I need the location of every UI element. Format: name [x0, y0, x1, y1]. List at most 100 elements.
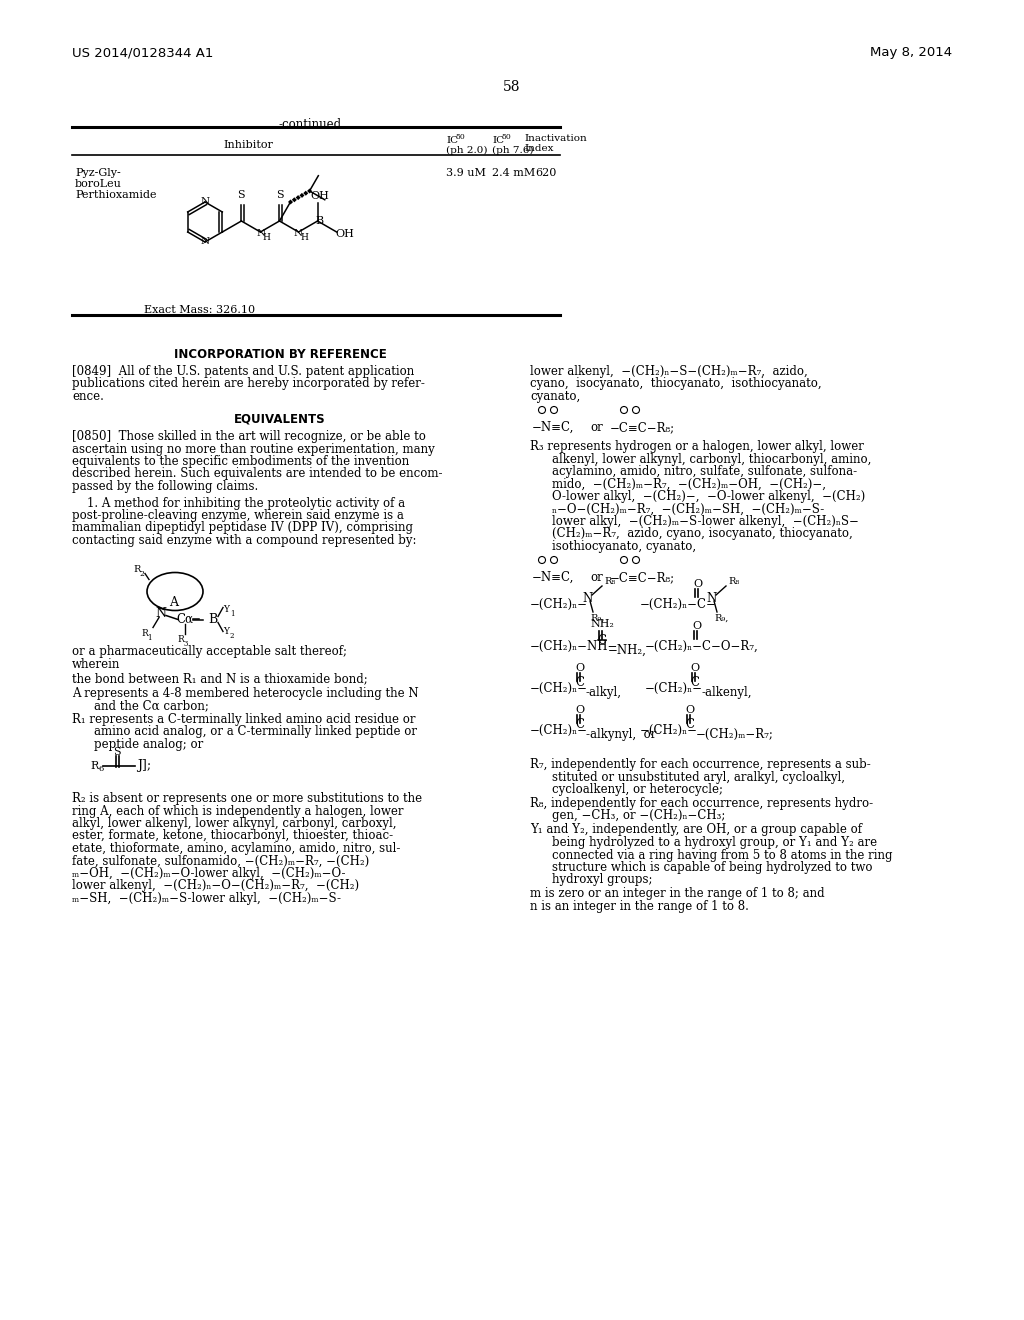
Text: ence.: ence.: [72, 389, 103, 403]
Text: wherein: wherein: [72, 659, 121, 672]
Text: (CH₂)ₘ−R₇,  azido, cyano, isocyanato, thiocyanato,: (CH₂)ₘ−R₇, azido, cyano, isocyanato, thi…: [552, 528, 853, 540]
Text: R: R: [91, 762, 99, 771]
Text: 2: 2: [230, 631, 234, 639]
Text: m is zero or an integer in the range of 1 to 8; and: m is zero or an integer in the range of …: [530, 887, 824, 900]
Text: May 8, 2014: May 8, 2014: [869, 46, 952, 59]
Text: R₃ represents hydrogen or a halogen, lower alkyl, lower: R₃ represents hydrogen or a halogen, low…: [530, 440, 864, 453]
Text: -alkynyl,  or: -alkynyl, or: [586, 729, 656, 741]
Text: fate, sulfonate, sulfonamido, −(CH₂)ₘ−R₇, −(CH₂): fate, sulfonate, sulfonamido, −(CH₂)ₘ−R₇…: [72, 854, 370, 867]
Text: cycloalkenyl, or heterocycle;: cycloalkenyl, or heterocycle;: [552, 783, 723, 796]
Text: ester, formate, ketone, thiocarbonyl, thioester, thioac-: ester, formate, ketone, thiocarbonyl, th…: [72, 829, 393, 842]
Text: [0849]  All of the U.S. patents and U.S. patent application: [0849] All of the U.S. patents and U.S. …: [72, 366, 415, 378]
Text: R₂ is absent or represents one or more substitutions to the: R₂ is absent or represents one or more s…: [72, 792, 422, 805]
Text: hydroxyl groups;: hydroxyl groups;: [552, 874, 652, 887]
Text: S: S: [114, 747, 121, 756]
Text: B: B: [208, 612, 218, 626]
Text: post-proline-cleaving enzyme, wherein said enzyme is a: post-proline-cleaving enzyme, wherein sa…: [72, 510, 403, 521]
Text: Y: Y: [223, 606, 229, 615]
Text: Y₁ and Y₂, independently, are OH, or a group capable of: Y₁ and Y₂, independently, are OH, or a g…: [530, 824, 862, 837]
Text: [0850]  Those skilled in the art will recognize, or be able to: [0850] Those skilled in the art will rec…: [72, 430, 426, 444]
Text: −C≡C−R₈;: −C≡C−R₈;: [610, 421, 675, 434]
Text: 6: 6: [98, 766, 103, 774]
Text: R: R: [133, 565, 140, 574]
Text: IC: IC: [492, 136, 504, 145]
Text: 1. A method for inhibiting the proteolytic activity of a: 1. A method for inhibiting the proteolyt…: [72, 496, 406, 510]
Text: US 2014/0128344 A1: US 2014/0128344 A1: [72, 46, 213, 59]
Text: stituted or unsubstituted aryl, aralkyl, cycloalkyl,: stituted or unsubstituted aryl, aralkyl,…: [552, 771, 845, 784]
Text: C: C: [597, 634, 606, 647]
Text: R: R: [177, 635, 183, 644]
Text: 50: 50: [501, 133, 511, 141]
Text: 2: 2: [139, 569, 144, 578]
Text: ₙ−O−(CH₂)ₘ−R₇,  −(CH₂)ₘ−SH,  −(CH₂)ₘ−S-: ₙ−O−(CH₂)ₘ−R₇, −(CH₂)ₘ−SH, −(CH₂)ₘ−S-: [552, 503, 824, 516]
Text: Exact Mass: 326.10: Exact Mass: 326.10: [144, 305, 256, 315]
Text: acylamino, amido, nitro, sulfate, sulfonate, sulfona-: acylamino, amido, nitro, sulfate, sulfon…: [552, 465, 857, 478]
Text: ascertain using no more than routine experimentation, many: ascertain using no more than routine exp…: [72, 442, 435, 455]
Text: R: R: [141, 630, 147, 639]
Text: −C≡C−R₈;: −C≡C−R₈;: [610, 572, 675, 583]
Text: Cα: Cα: [176, 612, 194, 626]
Text: N: N: [156, 607, 167, 620]
Text: amino acid analog, or a C-terminally linked peptide or: amino acid analog, or a C-terminally lin…: [94, 726, 417, 738]
Text: alkenyl, lower alkynyl, carbonyl, thiocarbonyl, amino,: alkenyl, lower alkynyl, carbonyl, thioca…: [552, 453, 871, 466]
Text: and the Cα carbon;: and the Cα carbon;: [94, 700, 209, 711]
Text: cyanato,: cyanato,: [530, 389, 581, 403]
Text: etate, thioformate, amino, acylamino, amido, nitro, sul-: etate, thioformate, amino, acylamino, am…: [72, 842, 400, 855]
Text: ₘ−SH,  −(CH₂)ₘ−S-lower alkyl,  −(CH₂)ₘ−S-: ₘ−SH, −(CH₂)ₘ−S-lower alkyl, −(CH₂)ₘ−S-: [72, 892, 341, 906]
Text: O: O: [575, 663, 585, 673]
Text: cyano,  isocyanato,  thiocyanato,  isothiocyanato,: cyano, isocyanato, thiocyanato, isothioc…: [530, 378, 821, 391]
Text: INCORPORATION BY REFERENCE: INCORPORATION BY REFERENCE: [174, 348, 386, 360]
Text: −(CH₂)ₙ−: −(CH₂)ₙ−: [530, 723, 588, 737]
Text: -alkyl,: -alkyl,: [586, 686, 622, 700]
Text: R₈: R₈: [728, 578, 739, 586]
Text: −(CH₂)ₘ−R₇;: −(CH₂)ₘ−R₇;: [696, 729, 774, 741]
Text: lower alkenyl,  −(CH₂)ₙ−O−(CH₂)ₘ−R₇,  −(CH₂): lower alkenyl, −(CH₂)ₙ−O−(CH₂)ₘ−R₇, −(CH…: [72, 879, 359, 892]
Text: boroLeu: boroLeu: [75, 180, 122, 189]
Text: S: S: [275, 190, 284, 201]
Text: R₁ represents a C-terminally linked amino acid residue or: R₁ represents a C-terminally linked amin…: [72, 713, 416, 726]
Text: 3: 3: [183, 639, 187, 648]
Text: C: C: [690, 676, 699, 689]
Text: peptide analog; or: peptide analog; or: [94, 738, 203, 751]
Text: or: or: [590, 572, 603, 583]
Text: O: O: [575, 705, 585, 715]
Text: structure which is capable of being hydrolyzed to two: structure which is capable of being hydr…: [552, 861, 872, 874]
Text: −(CH₂)ₙ−: −(CH₂)ₙ−: [640, 723, 698, 737]
Text: N: N: [201, 238, 210, 247]
Text: O-lower alkyl,  −(CH₂)−,  −O-lower alkenyl,  −(CH₂): O-lower alkyl, −(CH₂)−, −O-lower alkenyl…: [552, 490, 865, 503]
Text: R₈, independently for each occurrence, represents hydro-: R₈, independently for each occurrence, r…: [530, 797, 873, 810]
Text: −(CH₂)ₙ−: −(CH₂)ₙ−: [645, 682, 703, 696]
Text: OH: OH: [310, 191, 329, 201]
Text: A: A: [169, 597, 178, 610]
Text: −N≡C,: −N≡C,: [532, 572, 574, 583]
Text: being hydrolyzed to a hydroxyl group, or Y₁ and Y₂ are: being hydrolyzed to a hydroxyl group, or…: [552, 836, 878, 849]
Text: A represents a 4-8 membered heterocycle including the N: A represents a 4-8 membered heterocycle …: [72, 686, 419, 700]
Text: O: O: [693, 579, 702, 589]
Text: or: or: [590, 421, 603, 434]
Text: passed by the following claims.: passed by the following claims.: [72, 480, 258, 492]
Text: R₉,: R₉,: [714, 614, 728, 623]
Text: −(CH₂)ₙ−: −(CH₂)ₙ−: [530, 682, 588, 696]
Text: n is an integer in the range of 1 to 8.: n is an integer in the range of 1 to 8.: [530, 900, 749, 913]
Text: C: C: [685, 718, 694, 730]
Text: 50: 50: [455, 133, 465, 141]
Text: 3.9 uM: 3.9 uM: [446, 168, 485, 178]
Text: Pyz-Gly-: Pyz-Gly-: [75, 168, 121, 178]
Text: O: O: [690, 663, 699, 673]
Text: −N≡C,: −N≡C,: [532, 421, 574, 434]
Text: mammalian dipeptidyl peptidase IV (DPP IV), comprising: mammalian dipeptidyl peptidase IV (DPP I…: [72, 521, 413, 535]
Text: C: C: [575, 718, 585, 730]
Text: -alkenyl,: -alkenyl,: [701, 686, 752, 700]
Text: lower alkyl,  −(CH₂)ₘ−S-lower alkenyl,  −(CH₂)ₙS−: lower alkyl, −(CH₂)ₘ−S-lower alkenyl, −(…: [552, 515, 859, 528]
Text: Inhibitor: Inhibitor: [223, 140, 273, 150]
Text: C: C: [575, 676, 585, 689]
Text: −NH₂,: −NH₂,: [608, 644, 647, 657]
Text: 58: 58: [503, 81, 521, 94]
Text: publications cited herein are hereby incorporated by refer-: publications cited herein are hereby inc…: [72, 378, 425, 391]
Text: N: N: [257, 230, 266, 239]
Text: NH₂: NH₂: [590, 619, 614, 630]
Text: −(CH₂)ₙ−C−: −(CH₂)ₙ−C−: [640, 598, 717, 611]
Text: lower alkenyl,  −(CH₂)ₙ−S−(CH₂)ₘ−R₇,  azido,: lower alkenyl, −(CH₂)ₙ−S−(CH₂)ₘ−R₇, azid…: [530, 366, 808, 378]
Text: H: H: [301, 232, 308, 242]
Text: B: B: [315, 216, 324, 226]
